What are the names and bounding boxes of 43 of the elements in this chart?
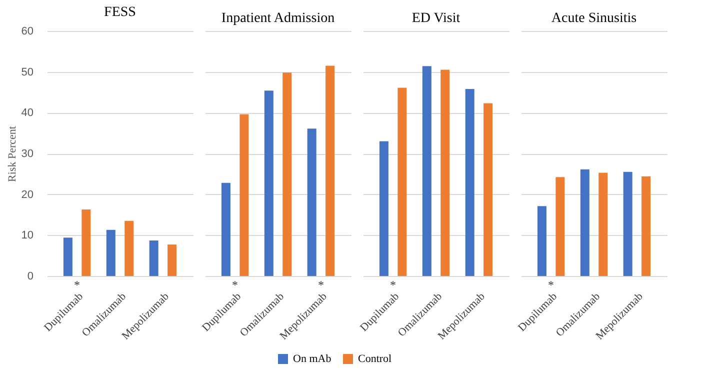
y-tick-label: 0 bbox=[27, 270, 34, 282]
chart-title: FESS bbox=[104, 5, 136, 20]
bar bbox=[282, 72, 292, 276]
bar bbox=[537, 206, 546, 276]
bar bbox=[580, 169, 590, 276]
bar bbox=[556, 177, 565, 276]
bar bbox=[465, 88, 474, 276]
annotation: * bbox=[232, 278, 238, 292]
bar bbox=[398, 88, 407, 276]
bar bbox=[124, 220, 134, 276]
y-tick-label: 50 bbox=[21, 66, 34, 78]
bar bbox=[264, 90, 274, 276]
annotation: * bbox=[74, 278, 80, 292]
bar bbox=[240, 114, 249, 276]
bar bbox=[82, 209, 91, 276]
chart-title: Inpatient Admission bbox=[221, 11, 335, 26]
annotation: * bbox=[318, 278, 324, 292]
y-tick-label: 20 bbox=[21, 188, 34, 201]
bar bbox=[379, 141, 388, 276]
y-tick-label: 10 bbox=[21, 230, 34, 242]
annotation: * bbox=[548, 278, 554, 292]
chart-title: ED Visit bbox=[412, 11, 460, 26]
bar bbox=[440, 70, 450, 276]
y-tick-label: 30 bbox=[21, 148, 34, 160]
bar bbox=[326, 66, 335, 276]
bar bbox=[642, 176, 651, 276]
bar bbox=[484, 103, 493, 276]
y-axis-title: Risk Percent bbox=[6, 126, 18, 182]
legend-label: On mAb bbox=[293, 353, 332, 365]
bar bbox=[106, 230, 116, 276]
annotation: * bbox=[390, 278, 396, 292]
chart-title: Acute Sinusitis bbox=[551, 11, 637, 26]
bar bbox=[221, 182, 230, 276]
bar bbox=[623, 172, 632, 276]
bar bbox=[422, 66, 432, 276]
legend-label: Control bbox=[358, 353, 392, 365]
y-tick-label: 60 bbox=[21, 26, 34, 38]
y-tick-label: 40 bbox=[21, 107, 34, 120]
bar bbox=[598, 172, 608, 276]
bar bbox=[168, 244, 177, 276]
bar bbox=[149, 240, 158, 276]
bar bbox=[307, 128, 316, 276]
bar bbox=[63, 238, 72, 276]
